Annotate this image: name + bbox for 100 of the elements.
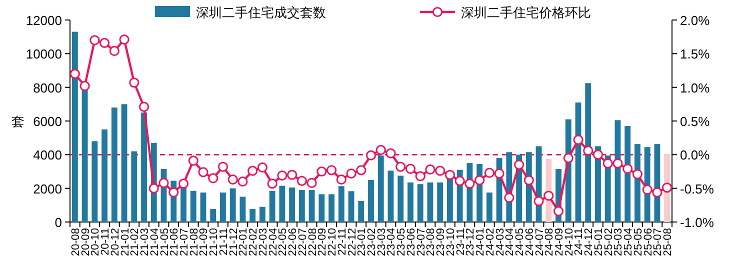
- y2-tick-label: 0.0%: [680, 148, 710, 163]
- x-tick-label: 23-11: [454, 228, 467, 256]
- bar: [408, 182, 414, 222]
- y-tick-label: 2000: [33, 181, 62, 196]
- bar: [437, 182, 444, 222]
- x-tick-label: 23-08: [425, 228, 438, 256]
- x-tick-label: 23-05: [396, 228, 408, 256]
- x-tick-label: 22-08: [306, 228, 319, 256]
- bar: [279, 186, 286, 222]
- x-tick-label: 21-10: [208, 228, 220, 256]
- y-tick-label: 0: [54, 215, 62, 230]
- bar: [230, 188, 236, 222]
- x-tick-label: 23-06: [405, 228, 418, 256]
- x-tick-label: 20-11: [100, 228, 112, 256]
- bar: [220, 192, 226, 222]
- y-tick-label: 4000: [33, 148, 62, 163]
- x-tick-label: 22-04: [267, 228, 280, 256]
- x-tick-label: 22-12: [346, 228, 358, 256]
- x-tick-label: 23-01: [356, 228, 368, 256]
- bar: [200, 192, 206, 222]
- bar: [388, 170, 394, 222]
- bar: [131, 151, 138, 222]
- x-tick-label: 24-01: [474, 228, 487, 256]
- legend-label: 深圳二手住宅成交套数: [196, 5, 326, 20]
- x-tick-label: 21-08: [188, 228, 200, 256]
- x-tick-label: 25-03: [612, 228, 625, 256]
- x-tick-label: 23-04: [386, 228, 398, 256]
- y-tick-label: 6000: [33, 114, 62, 129]
- x-tick-label: 21-11: [218, 228, 230, 256]
- x-tick-label: 21-02: [129, 228, 142, 256]
- x-tick-label: 25-07: [652, 228, 664, 256]
- x-tick-label: 22-09: [316, 228, 329, 256]
- x-tick-label: 22-05: [277, 228, 290, 256]
- bar: [318, 194, 325, 222]
- y2-tick-label: 1.0%: [680, 80, 710, 96]
- bar: [427, 182, 434, 222]
- x-tick-label: 24-07: [534, 228, 546, 256]
- x-tick-label: 22-03: [257, 228, 270, 256]
- bar: [298, 190, 305, 222]
- x-tick-label: 24-06: [524, 228, 536, 256]
- bar: [250, 209, 256, 222]
- bar: [190, 190, 196, 222]
- x-tick-label: 21-01: [119, 228, 132, 256]
- bar: [328, 194, 334, 222]
- x-tick-label: 25-05: [632, 228, 644, 256]
- bar: [210, 209, 216, 222]
- x-tick-label: 22-02: [248, 228, 260, 256]
- y2-tick-label: -0.5%: [680, 181, 714, 196]
- bar: [121, 104, 128, 222]
- bar: [417, 184, 424, 222]
- x-tick-label: 21-03: [139, 228, 152, 256]
- x-tick-label: 25-08: [662, 228, 674, 256]
- x-tick-label: 24-02: [484, 228, 496, 256]
- y-tick-label: 12000: [26, 13, 62, 28]
- y2-tick-label: -1.0%: [680, 215, 714, 230]
- y-axis-title: 套: [12, 114, 24, 129]
- x-tick-label: 20-12: [109, 228, 122, 256]
- x-tick-label: 23-09: [435, 228, 448, 256]
- x-tick-label: 23-12: [464, 228, 477, 256]
- x-tick-label: 24-03: [494, 228, 506, 256]
- x-tick-label: 21-12: [228, 228, 240, 256]
- x-tick-label: 21-05: [158, 228, 171, 256]
- bar: [308, 190, 315, 222]
- x-tick-label: 22-07: [296, 228, 309, 256]
- bar: [92, 141, 98, 222]
- x-tick-label: 24-09: [554, 228, 566, 256]
- x-tick-label: 24-10: [563, 228, 576, 256]
- x-tick-label: 25-06: [642, 228, 654, 256]
- x-tick-label: 21-09: [198, 228, 210, 256]
- bar: [358, 200, 364, 222]
- y-tick-label: 10000: [26, 46, 62, 62]
- x-tick-label: 23-10: [444, 228, 457, 256]
- bar: [486, 192, 492, 222]
- x-tick-label: 23-03: [376, 228, 388, 256]
- x-tick-label: 22-11: [336, 228, 348, 256]
- x-tick-label: 22-01: [238, 228, 250, 256]
- x-tick-label: 25-01: [592, 228, 605, 256]
- y2-tick-label: 0.5%: [680, 114, 710, 129]
- x-tick-label: 21-06: [168, 228, 181, 256]
- x-tick-label: 23-02: [366, 228, 378, 256]
- bar: [398, 176, 404, 222]
- bar: [259, 206, 266, 222]
- y-tick-label: 8000: [33, 80, 62, 96]
- bar: [368, 180, 374, 222]
- bar: [102, 129, 108, 222]
- bar: [240, 196, 246, 222]
- x-tick-label: 25-02: [602, 228, 615, 256]
- x-tick-label: 24-12: [583, 228, 596, 256]
- x-tick-label: 21-04: [148, 228, 161, 256]
- bar: [289, 187, 296, 222]
- x-tick-label: 25-04: [622, 228, 635, 256]
- bar: [111, 108, 118, 222]
- x-tick-label: 24-04: [504, 228, 516, 256]
- x-tick-label: 20-08: [70, 228, 82, 256]
- y2-tick-label: 2.0%: [680, 13, 710, 28]
- x-tick-label: 21-07: [178, 228, 190, 256]
- x-tick-label: 20-10: [90, 228, 102, 256]
- legend-label: 深圳二手住宅价格环比: [461, 5, 591, 20]
- x-tick-label: 24-08: [544, 228, 556, 256]
- bar: [269, 190, 276, 222]
